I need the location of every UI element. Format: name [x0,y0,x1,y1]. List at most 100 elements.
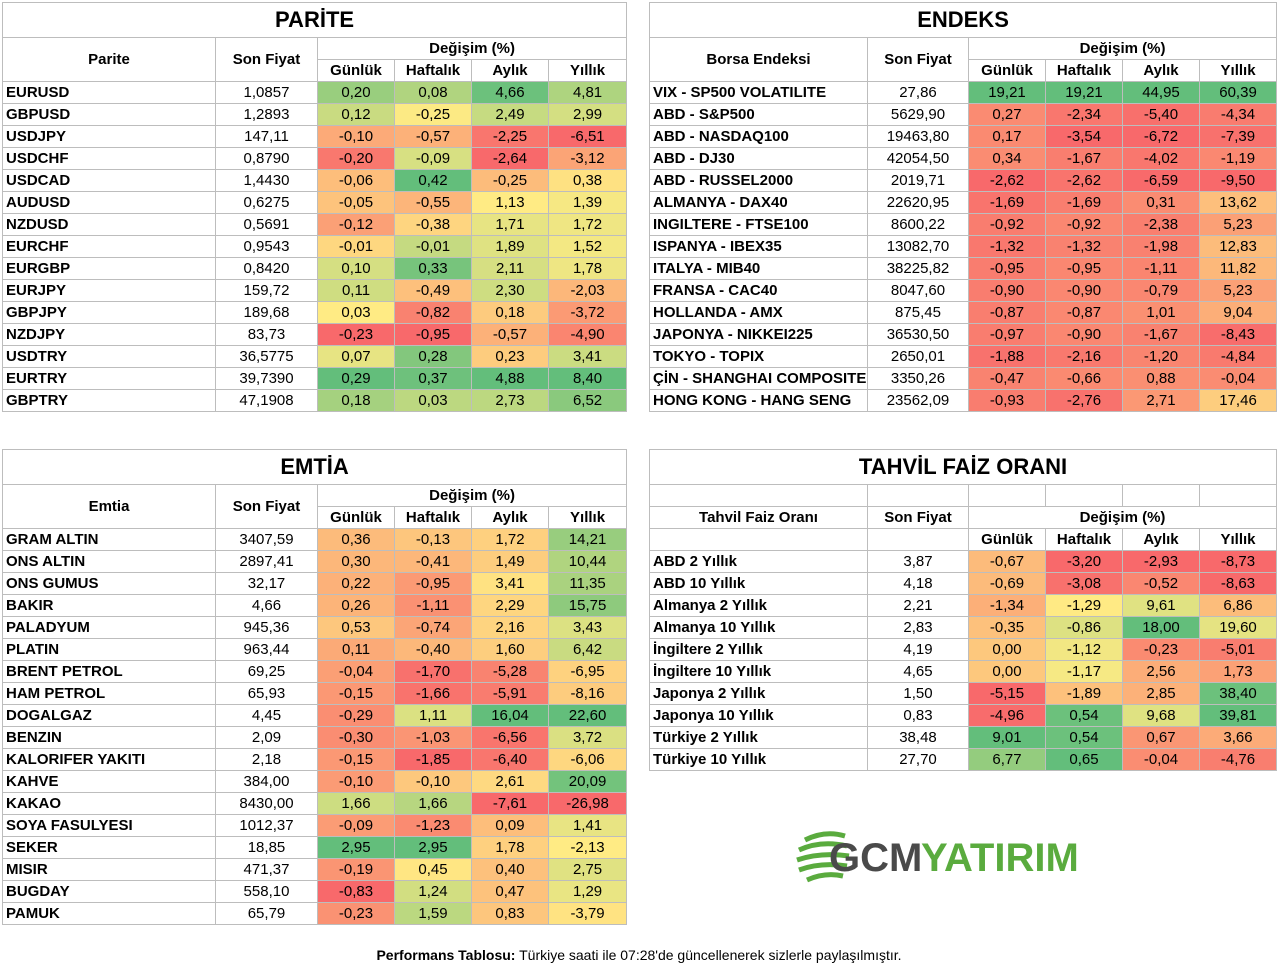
table-row: BUGDAY 558,10 -0,83 1,24 0,47 1,29 [2,880,628,903]
row-weekly-change: -0,55 [394,191,472,214]
row-yearly-change: -26,98 [547,792,628,815]
row-name: DOGALGAZ [2,704,216,727]
row-weekly-change: -0,92 [1045,213,1123,236]
row-name: İngiltere 10 Yıllık [649,660,868,683]
row-price: 2,83 [867,616,969,639]
row-yearly-change: -4,76 [1198,748,1278,771]
row-price: 1,0857 [215,81,318,104]
row-price: 2,09 [215,726,318,749]
endeks-name-header: Borsa Endeksi [649,37,868,82]
row-daily-change: -0,47 [968,367,1046,390]
row-name: INGILTERE - FTSE100 [649,213,868,236]
row-price: 3,87 [867,550,969,573]
table-row: NZDJPY 83,73 -0,23 -0,95 -0,57 -4,90 [2,323,628,346]
row-monthly-change: 2,85 [1122,682,1200,705]
row-price: 1012,37 [215,814,318,837]
row-daily-change: 19,21 [968,81,1046,104]
row-monthly-change: 2,30 [471,279,549,302]
row-monthly-change: 9,68 [1122,704,1200,727]
row-weekly-change: 0,65 [1045,748,1123,771]
row-weekly-change: -2,62 [1045,169,1123,192]
row-yearly-change: 12,83 [1198,235,1278,258]
row-weekly-change: 0,33 [394,257,472,280]
emtia-weekly-header: Haftalık [394,506,472,529]
row-yearly-change: 1,73 [1198,660,1278,683]
row-weekly-change: -1,29 [1045,594,1123,617]
row-daily-change: -0,35 [968,616,1046,639]
row-monthly-change: 2,16 [471,616,549,639]
row-monthly-change: -0,79 [1122,279,1200,302]
row-weekly-change: -0,49 [394,279,472,302]
row-name: EURTRY [2,367,216,390]
emtia-change-header: Değişim (%) [316,484,628,507]
row-price: 2,18 [215,748,318,771]
row-name: Japonya 2 Yıllık [649,682,868,705]
row-price: 22620,95 [867,191,969,214]
table-row: EURGBP 0,8420 0,10 0,33 2,11 1,78 [2,257,628,280]
row-price: 32,17 [215,572,318,595]
row-name: GBPUSD [2,103,216,126]
emtia-monthly-header: Aylık [471,506,549,529]
emtia-yearly-header: Yıllık [547,506,628,529]
row-price: 18,85 [215,836,318,859]
row-weekly-change: 0,45 [394,858,472,881]
row-yearly-change: 22,60 [547,704,628,727]
row-yearly-change: 1,78 [547,257,628,280]
row-name: Almanya 2 Yıllık [649,594,868,617]
row-name: FRANSA - CAC40 [649,279,868,302]
table-row: USDCAD 1,4430 -0,06 0,42 -0,25 0,38 [2,169,628,192]
table-row: KAHVE 384,00 -0,10 -0,10 2,61 20,09 [2,770,628,793]
row-monthly-change: 0,47 [471,880,549,903]
row-yearly-change: 14,21 [547,528,628,551]
row-yearly-change: -4,84 [1198,345,1278,368]
row-daily-change: 2,95 [317,836,395,859]
row-name: EURUSD [2,81,216,104]
globe-stripes-icon: GCM YATIRIM [796,831,1079,883]
row-daily-change: 0,30 [317,550,395,573]
table-row: ABD 10 Yıllık 4,18 -0,69 -3,08 -0,52 -8,63 [649,572,1278,595]
endeks-title: ENDEKS [648,2,1278,38]
row-weekly-change: -0,38 [394,213,472,236]
row-monthly-change: 0,40 [471,858,549,881]
tahvil-rows: ABD 2 Yıllık 3,87 -0,67 -3,20 -2,93 -8,73 ABD … [649,550,1278,771]
row-name: BRENT PETROL [2,660,216,683]
table-row: Türkiye 10 Yıllık 27,70 6,77 0,65 -0,04 -4,76 [649,748,1278,771]
row-weekly-change: 1,66 [394,792,472,815]
row-monthly-change: 18,00 [1122,616,1200,639]
row-name: Almanya 10 Yıllık [649,616,868,639]
row-weekly-change: -2,34 [1045,103,1123,126]
row-price: 39,7390 [215,367,318,390]
row-monthly-change: -2,38 [1122,213,1200,236]
row-daily-change: -0,23 [317,902,395,925]
row-monthly-change: -6,40 [471,748,549,771]
tahvil-blank-cell [649,484,868,507]
row-monthly-change: 1,13 [471,191,549,214]
row-weekly-change: -1,66 [394,682,472,705]
row-yearly-change: -3,72 [547,301,628,324]
table-row: EURJPY 159,72 0,11 -0,49 2,30 -2,03 [2,279,628,302]
table-row: EURUSD 1,0857 0,20 0,08 4,66 4,81 [2,81,628,104]
row-weekly-change: -1,23 [394,814,472,837]
row-daily-change: -0,09 [317,814,395,837]
row-price: 0,5691 [215,213,318,236]
row-yearly-change: -8,16 [547,682,628,705]
row-daily-change: 0,10 [317,257,395,280]
row-price: 38225,82 [867,257,969,280]
row-name: ALMANYA - DAX40 [649,191,868,214]
row-price: 4,66 [215,594,318,617]
row-monthly-change: -0,57 [471,323,549,346]
row-name: PAMUK [2,902,216,925]
row-price: 2650,01 [867,345,969,368]
row-yearly-change: -1,19 [1198,147,1278,170]
row-daily-change: -1,69 [968,191,1046,214]
tahvil-blank-cell [1122,484,1200,507]
row-name: VIX - SP500 VOLATILITE [649,81,868,104]
row-monthly-change: -7,61 [471,792,549,815]
row-yearly-change: -4,34 [1198,103,1278,126]
table-row: BENZIN 2,09 -0,30 -1,03 -6,56 3,72 [2,726,628,749]
row-yearly-change: -8,73 [1198,550,1278,573]
row-weekly-change: -0,90 [1045,279,1123,302]
row-weekly-change: 19,21 [1045,81,1123,104]
row-monthly-change: 1,71 [471,213,549,236]
row-name: ONS ALTIN [2,550,216,573]
